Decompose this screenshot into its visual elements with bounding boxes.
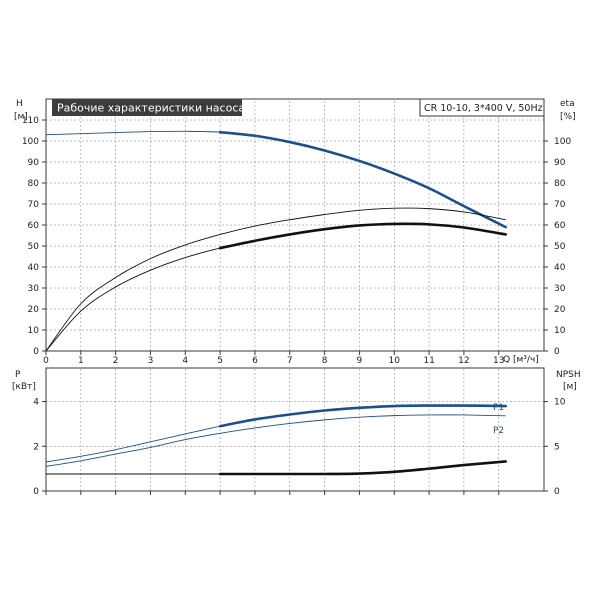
model-label: CR 10-10, 3*400 V, 50Hz xyxy=(424,103,543,114)
x-axis-label: Q xyxy=(503,355,510,365)
top-x-ticks: 0 1 2 3 4 5 6 7 8 9 10 11 12 13 xyxy=(43,351,504,366)
x-tick-label: 9 xyxy=(357,356,363,366)
bottom-grid xyxy=(46,368,544,491)
eta-axis-tick-label: 80 xyxy=(554,179,566,189)
x-tick-label: 6 xyxy=(252,356,258,366)
eta-axis-tick-label: 90 xyxy=(554,158,566,168)
eta-axis-tick-label: 100 xyxy=(554,137,571,147)
h-axis-tick-label: 30 xyxy=(28,284,40,294)
bottom-panel: P [кВт] NPSH [м] 0 2 4 0 5 10 P1 P2 xyxy=(12,367,581,497)
npsh-axis-tick-label: 5 xyxy=(554,442,560,452)
p-axis-tick-label: 4 xyxy=(33,398,39,408)
bottom-plot-frame xyxy=(45,367,545,492)
bottom-series-0-line xyxy=(45,405,506,463)
h-axis-tick-label: 20 xyxy=(28,305,40,315)
h-axis-tick-label: 0 xyxy=(33,347,39,357)
x-tick-label: 10 xyxy=(389,356,401,366)
x-tick-label: 13 xyxy=(493,356,504,366)
x-tick-label: 12 xyxy=(458,356,469,366)
x-tick-label: 0 xyxy=(43,356,49,366)
bottom-y-left-ticks: 0 2 4 xyxy=(33,398,500,497)
x-tick-label: 8 xyxy=(322,356,328,366)
title-box xyxy=(52,99,242,116)
x-tick-label: 1 xyxy=(78,356,84,366)
top-series-0-operating-range xyxy=(218,130,507,229)
top-series-2-line xyxy=(45,207,506,352)
x-tick-label: 4 xyxy=(182,356,188,366)
top-series-1-operating-range xyxy=(218,222,507,250)
eta-axis-tick-label: 10 xyxy=(554,326,566,336)
bottom-series xyxy=(45,404,507,476)
top-panel: Рабочие характеристики насоса CR 10-10, … xyxy=(14,98,576,366)
bottom-series-2-operating-range xyxy=(218,460,507,476)
eta-axis-tick-label: 20 xyxy=(554,305,566,315)
npsh-axis-label: NPSH xyxy=(556,370,581,380)
h-axis-tick-label: 90 xyxy=(28,158,40,168)
bottom-series-1-line xyxy=(45,414,506,467)
h-axis-tick-label: 110 xyxy=(22,116,39,126)
h-axis-tick-label: 80 xyxy=(28,179,40,189)
top-y-left-ticks: 0 10 20 30 40 50 60 70 80 90 100 110 xyxy=(22,116,46,357)
series-label-p2: P2 xyxy=(493,426,504,436)
x-tick-label: 11 xyxy=(423,356,434,366)
p-axis-unit: [кВт] xyxy=(12,382,36,392)
eta-axis-tick-label: 40 xyxy=(554,263,566,273)
h-axis-tick-label: 100 xyxy=(22,137,39,147)
top-series xyxy=(45,130,507,352)
chart-title: Рабочие характеристики насоса xyxy=(57,102,245,115)
h-axis-tick-label: 50 xyxy=(28,242,40,252)
x-axis-unit: [м³/ч] xyxy=(513,355,539,365)
eta-axis-tick-label: 50 xyxy=(554,242,566,252)
p-axis-tick-label: 0 xyxy=(33,487,39,497)
eta-axis-tick-label: 0 xyxy=(554,347,560,357)
eta-axis-tick-label: 30 xyxy=(554,284,566,294)
top-series-0-line xyxy=(45,130,506,228)
bottom-y-right-ticks: 0 5 10 xyxy=(544,398,566,497)
top-grid xyxy=(46,99,544,351)
y-right-axis-label: eta xyxy=(560,99,575,109)
series-label-p1: P1 xyxy=(493,403,504,413)
model-box xyxy=(419,98,545,117)
h-axis-tick-label: 70 xyxy=(28,200,40,210)
x-tick-label: 5 xyxy=(217,356,223,366)
h-axis-tick-label: 60 xyxy=(28,221,40,231)
h-axis-tick-label: 10 xyxy=(28,326,40,336)
x-tick-label: 7 xyxy=(287,356,293,366)
bottom-series-0-operating-range xyxy=(218,404,507,428)
x-tick-label: 3 xyxy=(148,356,154,366)
h-axis-tick-label: 40 xyxy=(28,263,40,273)
y-left-axis-label: H xyxy=(16,99,23,109)
top-series-1-line xyxy=(45,223,506,352)
npsh-axis-tick-label: 10 xyxy=(554,398,566,408)
npsh-axis-unit: [м] xyxy=(563,382,577,392)
y-left-axis-unit: [м] xyxy=(14,112,28,122)
x-tick-label: 2 xyxy=(113,356,119,366)
y-right-axis-unit: [%] xyxy=(560,112,576,122)
npsh-axis-tick-label: 0 xyxy=(554,487,560,497)
eta-axis-tick-label: 70 xyxy=(554,200,566,210)
eta-axis-tick-label: 60 xyxy=(554,221,566,231)
p-axis-label: P xyxy=(15,370,21,380)
p-axis-tick-label: 2 xyxy=(33,442,39,452)
top-y-right-ticks: 0 10 20 30 40 50 60 70 80 90 100 xyxy=(544,137,571,357)
